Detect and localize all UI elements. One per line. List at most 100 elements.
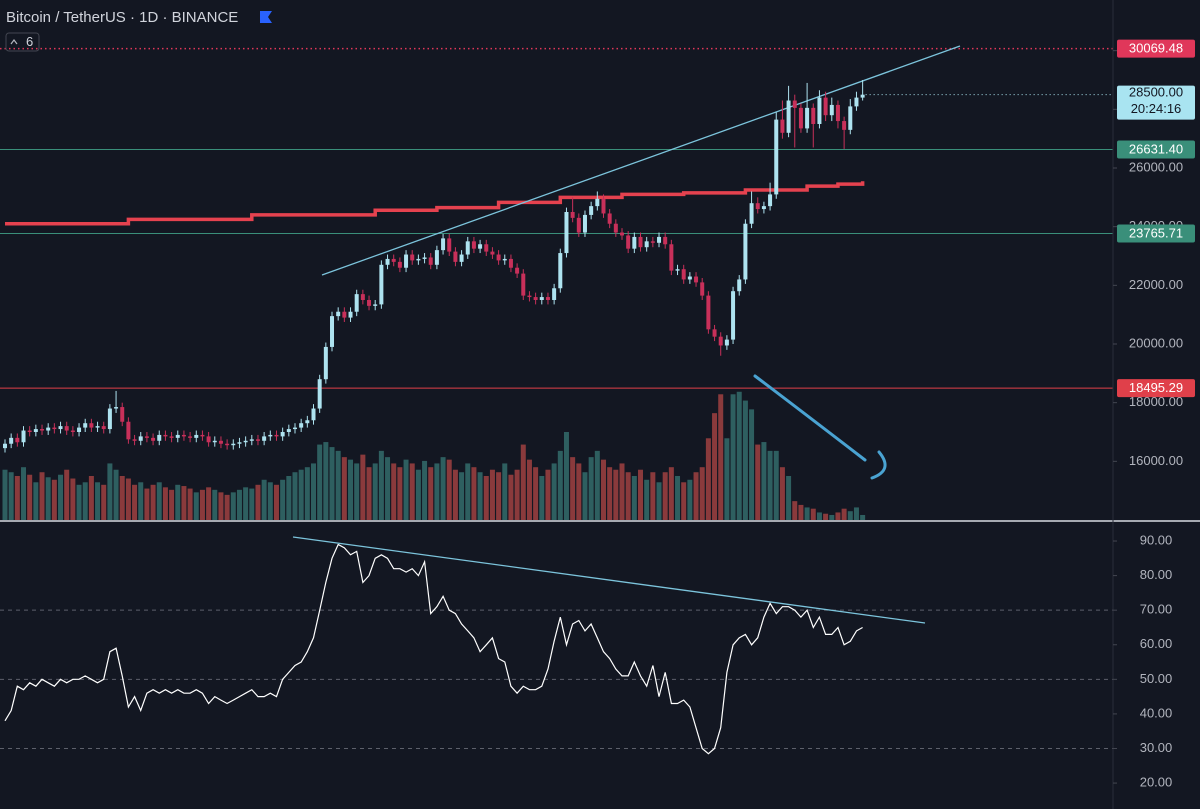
- candle-body: [280, 431, 285, 437]
- volume-bar: [280, 479, 286, 520]
- candle-body: [798, 107, 803, 129]
- volume-bar: [397, 467, 403, 520]
- candle-body: [539, 297, 544, 300]
- volume-bar: [428, 467, 434, 520]
- volume-bar: [230, 492, 236, 520]
- candle-body: [40, 429, 45, 431]
- volume-bar: [607, 467, 613, 520]
- candle-body: [311, 408, 316, 421]
- candle-body: [755, 203, 760, 210]
- volume-bar: [273, 484, 279, 520]
- volume-bar: [520, 444, 526, 520]
- volume-bar: [335, 450, 341, 520]
- candle-body: [317, 379, 322, 409]
- candle-body: [367, 299, 372, 306]
- candle-body: [478, 244, 483, 249]
- volume-bar: [224, 494, 230, 520]
- price-level-label: 26631.40: [1129, 141, 1183, 156]
- candle-body: [681, 269, 686, 280]
- volume-bar: [693, 472, 699, 520]
- lines-layer: [0, 47, 1113, 755]
- candle-body: [638, 236, 643, 248]
- candle-body: [89, 423, 94, 428]
- volume-bar: [415, 469, 421, 520]
- candle-body: [200, 434, 205, 437]
- volume-bar: [446, 459, 452, 520]
- volume-bar: [465, 463, 471, 520]
- arrow-shaft: [753, 374, 867, 462]
- candle-body: [589, 206, 594, 215]
- candle-body: [188, 436, 193, 438]
- badge-chevron: [10, 39, 18, 45]
- candle-body: [694, 276, 699, 283]
- volume-bar: [588, 457, 594, 520]
- volume-bar: [736, 391, 742, 520]
- volume-bar: [261, 479, 267, 520]
- volume-bar: [533, 467, 539, 520]
- candle-body: [175, 434, 180, 438]
- candle-body: [342, 311, 347, 318]
- candle-body: [731, 291, 736, 340]
- volume-bar: [304, 467, 310, 520]
- last-price-box: [1117, 85, 1195, 120]
- candle-body: [77, 427, 82, 432]
- candle-body: [404, 254, 409, 268]
- volume-bar: [292, 472, 298, 520]
- volume-bar: [452, 469, 458, 520]
- volume-bar: [755, 444, 761, 520]
- volume-bar: [8, 472, 14, 520]
- volume-bar: [712, 413, 718, 520]
- volume-bar: [662, 472, 668, 520]
- volume-bar: [786, 476, 792, 520]
- candle-body: [169, 436, 174, 438]
- price-level-label: 30069.48: [1129, 41, 1183, 56]
- volume-bar: [594, 450, 600, 520]
- candle-body: [644, 241, 649, 248]
- candle-body: [471, 241, 476, 249]
- candle-body: [422, 257, 427, 259]
- volume-bar: [804, 507, 810, 520]
- volume-bar: [767, 450, 773, 520]
- candle-body: [348, 311, 353, 318]
- candle-body: [299, 423, 304, 428]
- candle-body: [64, 426, 69, 431]
- candle-body: [9, 437, 14, 444]
- volume-bar: [440, 457, 446, 520]
- candle-body: [576, 217, 581, 233]
- candle-body: [490, 251, 495, 255]
- candle-body: [33, 429, 38, 432]
- volume-bar: [58, 474, 64, 520]
- candle-body: [114, 407, 119, 409]
- candle-body: [255, 439, 260, 441]
- candle-body: [626, 235, 631, 249]
- flag-icon: [260, 11, 272, 23]
- candle-body: [416, 258, 421, 261]
- y-tick-label: 26000.00: [1129, 159, 1183, 174]
- volume-bar: [2, 469, 8, 520]
- volume-bar: [366, 467, 372, 520]
- volume-bar: [860, 514, 866, 520]
- candle-body: [823, 97, 828, 116]
- volume-bar: [853, 507, 859, 520]
- candle-body: [243, 440, 248, 443]
- volume-bar: [829, 514, 835, 520]
- volume-bar: [761, 442, 767, 520]
- candle-body: [58, 426, 63, 430]
- trend-line: [321, 45, 961, 276]
- candle-body: [101, 426, 106, 430]
- volume-bar: [162, 487, 168, 520]
- rsi-line: [4, 543, 863, 755]
- candle-body: [749, 203, 754, 224]
- y-tick-label: 20000.00: [1129, 335, 1183, 350]
- candle-body: [120, 407, 125, 422]
- candle-body: [706, 295, 711, 330]
- candle-body: [675, 269, 680, 271]
- volume-bar: [477, 472, 483, 520]
- volume-bar: [625, 472, 631, 520]
- candle-body: [496, 254, 501, 261]
- volume-bar: [14, 476, 20, 520]
- candle-body: [46, 427, 51, 431]
- candle-body: [515, 267, 520, 274]
- candle-body: [274, 434, 279, 437]
- volume-bar: [613, 469, 619, 520]
